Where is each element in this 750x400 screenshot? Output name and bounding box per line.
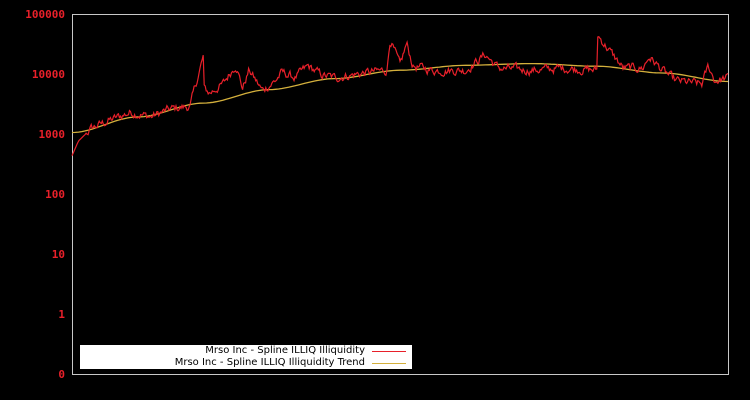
y-tick-label: 100000	[25, 8, 65, 21]
y-tick-label: 1000	[38, 128, 66, 141]
illiquidity-series-line	[71, 36, 729, 157]
legend-item-illiquidity: Mrso Inc - Spline ILLIQ Illiquidity	[205, 345, 406, 357]
legend-swatch-yellow-line	[372, 362, 406, 364]
legend-item-trend: Mrso Inc - Spline ILLIQ Illiquidity Tren…	[175, 357, 406, 369]
y-tick-label: 0	[58, 368, 65, 381]
y-tick-label: 10000	[31, 68, 65, 81]
legend-label: Mrso Inc - Spline ILLIQ Illiquidity	[205, 345, 365, 356]
trend-series-line	[71, 62, 729, 134]
y-tick-label: 10	[51, 248, 65, 261]
plot-frame	[72, 14, 729, 375]
legend-label: Mrso Inc - Spline ILLIQ Illiquidity Tren…	[174, 357, 365, 368]
legend-swatch-red-line	[372, 350, 406, 352]
y-tick-label: 1	[58, 308, 65, 321]
chart-legend: Mrso Inc - Spline ILLIQ Illiquidity Mrso…	[80, 345, 412, 369]
y-tick-label: 100	[45, 188, 65, 201]
